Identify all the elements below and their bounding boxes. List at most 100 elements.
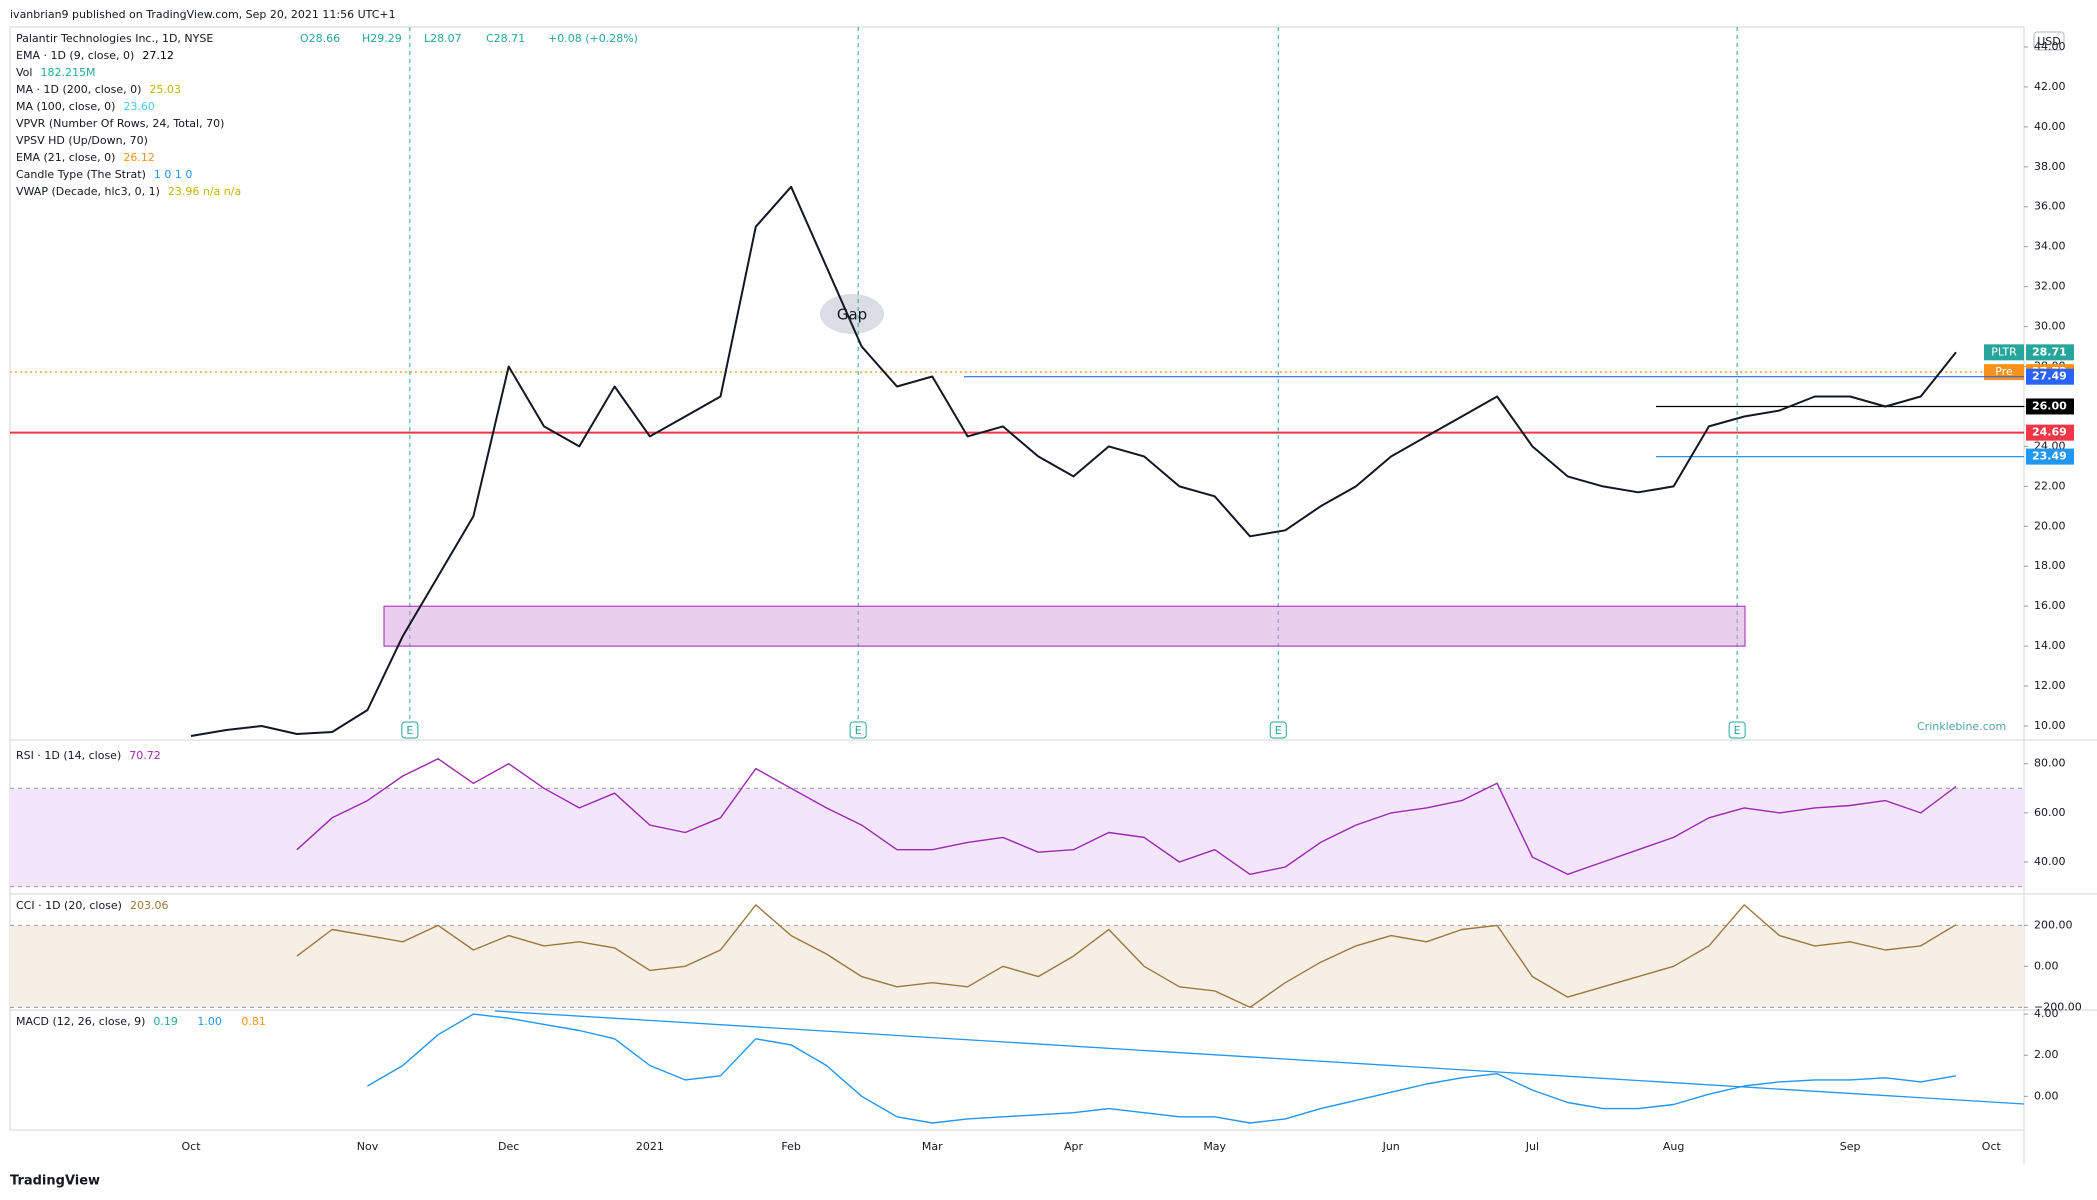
earnings-badge[interactable] [1269, 721, 1287, 739]
legend-symbol: Palantir Technologies Inc., 1D, NYSE [16, 32, 213, 45]
earnings-badge[interactable] [401, 721, 419, 739]
pane-value: 1.00 [197, 1015, 222, 1028]
y-tick-label: 2.00 [2034, 1048, 2059, 1061]
x-tick-label: Apr [1064, 1140, 1084, 1153]
indicator-value: 27.12 [142, 49, 174, 62]
indicator-value: 182.215M [40, 66, 95, 79]
y-tick-label: 0.00 [2034, 1089, 2059, 1102]
price-label-box [2026, 448, 2074, 465]
indicator-value: 23.60 [123, 100, 155, 113]
x-tick-label: Oct [1982, 1140, 2002, 1153]
indicator-value: 26.12 [123, 151, 155, 164]
y-tick-label: 4.00 [2034, 1007, 2059, 1020]
series-line [367, 1013, 1957, 1124]
price-label-box [2026, 344, 2074, 361]
band [10, 788, 2024, 887]
x-tick-label: Mar [922, 1140, 943, 1153]
x-tick-label: Dec [498, 1140, 519, 1153]
gap-bubble [820, 294, 884, 334]
price-label: 28.71 [2032, 345, 2067, 358]
y-tick-label: 30.00 [2034, 320, 2066, 333]
x-tick-label: Jun [1382, 1140, 1400, 1153]
y-tick-label: 44.00 [2034, 40, 2066, 53]
price-label: 23.49 [2032, 450, 2067, 463]
legend-ohlc: +0.08 (+0.28%) [548, 32, 638, 45]
y-tick-label: 16.00 [2034, 599, 2066, 612]
y-tick-label: 60.00 [2034, 806, 2066, 819]
y-tick-label: 22.00 [2034, 479, 2066, 492]
y-tick-label: 14.00 [2034, 639, 2066, 652]
pane-title: CCI · 1D (20, close) [16, 899, 122, 912]
price-tag: PLTR [1991, 345, 2017, 358]
indicator-value: 1 0 1 0 [154, 168, 192, 181]
y-tick-label: 0.00 [2034, 959, 2059, 972]
y-tick-label: 20.00 [2034, 519, 2066, 532]
price-tag-box [1984, 344, 2024, 361]
indicator-name: EMA · 1D (9, close, 0) [16, 49, 134, 62]
y-tick-label: 40.00 [2034, 120, 2066, 133]
gap-annotation: Gap [837, 306, 867, 324]
legend-ohlc: L28.07 [424, 32, 462, 45]
x-tick-label: May [1203, 1140, 1226, 1153]
earnings-label: E [855, 724, 862, 737]
watermark: Crinklebine.com [1917, 720, 2006, 733]
y-tick-label: 36.00 [2034, 200, 2066, 213]
price-label: 26.00 [2032, 399, 2067, 412]
y-tick-label: 32.00 [2034, 280, 2066, 293]
earnings-badge[interactable] [849, 721, 867, 739]
price-label-box [2026, 424, 2074, 441]
indicator-name: Vol [16, 66, 32, 79]
x-tick-label: 2021 [636, 1140, 664, 1153]
y-tick-label: 200.00 [2034, 918, 2073, 931]
y-tick-label: 12.00 [2034, 679, 2066, 692]
y-tick-label: 40.00 [2034, 855, 2066, 868]
y-tick-label: 42.00 [2034, 80, 2066, 93]
publisher: ivanbrian9 published on TradingView.com,… [10, 8, 396, 21]
y-tick-label: −200.00 [2034, 1000, 2082, 1013]
price-label-box [2026, 368, 2074, 385]
pane-value: 70.72 [129, 749, 161, 762]
series-line [190, 185, 1957, 737]
macd-trendline [494, 1010, 2025, 1105]
pane-title: MACD (12, 26, close, 9) [16, 1015, 145, 1028]
series-line [296, 758, 1957, 875]
pane-title: RSI · 1D (14, close) [16, 749, 121, 762]
indicator-name: VWAP (Decade, hlc3, 0, 1) [16, 185, 160, 198]
currency-box[interactable] [2033, 31, 2065, 51]
price-tag: Pre [1995, 365, 2013, 378]
price-label: 27.49 [2032, 370, 2067, 383]
x-tick-label: Nov [357, 1140, 379, 1153]
y-tick-label: 38.00 [2034, 160, 2066, 173]
legend-ohlc: O28.66 [300, 32, 340, 45]
indicator-name: EMA (21, close, 0) [16, 151, 115, 164]
y-tick-label: 34.00 [2034, 240, 2066, 253]
indicator-name: Candle Type (The Strat) [16, 168, 146, 181]
legend-ohlc: H29.29 [362, 32, 402, 45]
pane-value: 0.19 [153, 1015, 178, 1028]
x-tick-label: Feb [781, 1140, 800, 1153]
x-tick-label: Sep [1840, 1140, 1861, 1153]
price-label-box [2026, 398, 2074, 415]
pane-value: 203.06 [130, 899, 169, 912]
zone [383, 605, 1746, 647]
x-tick-label: Aug [1663, 1140, 1684, 1153]
earnings-label: E [1275, 724, 1282, 737]
earnings-label: E [1734, 724, 1741, 737]
band [10, 925, 2024, 1008]
price-label: 24.69 [2032, 426, 2067, 439]
y-tick-label: 80.00 [2034, 757, 2066, 770]
series-line [296, 904, 1957, 1008]
pane-value: 0.81 [241, 1015, 266, 1028]
legend-ohlc: C28.71 [486, 32, 525, 45]
earnings-label: E [406, 724, 413, 737]
indicator-value: 23.96 n/a n/a [168, 185, 241, 198]
y-tick-label: 10.00 [2034, 719, 2066, 732]
x-tick-label: Oct [181, 1140, 201, 1153]
earnings-badge[interactable] [1728, 721, 1746, 739]
indicator-name: VPSV HD (Up/Down, 70) [16, 134, 148, 147]
y-tick-label: 18.00 [2034, 559, 2066, 572]
indicator-name: MA · 1D (200, close, 0) [16, 83, 141, 96]
indicator-name: VPVR (Number Of Rows, 24, Total, 70) [16, 117, 224, 130]
